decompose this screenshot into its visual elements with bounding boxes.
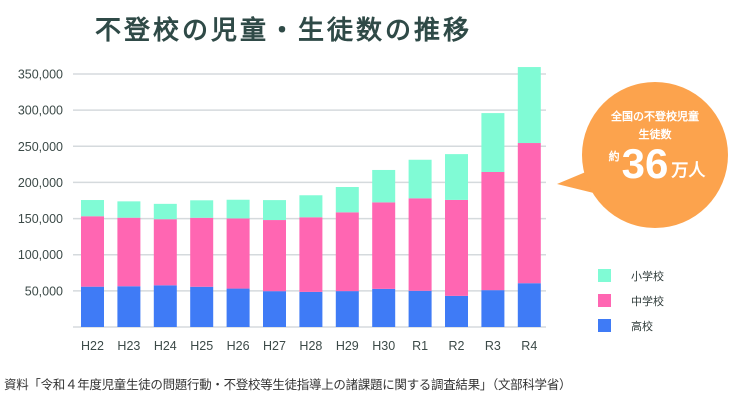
bar-segment [445, 199, 468, 296]
x-tick-label: H23 [117, 339, 140, 353]
bar-segment [481, 290, 505, 327]
bar-segment [263, 291, 286, 327]
x-tick-label: H26 [227, 339, 250, 353]
legend-item-high-school: 高校 [598, 313, 664, 338]
x-tick-label: R2 [449, 339, 465, 353]
bar-segment [481, 171, 505, 291]
x-tick-label: H25 [190, 339, 213, 353]
bar-segment [372, 169, 396, 203]
legend-label: 小学校 [631, 269, 664, 283]
bar-segment [445, 154, 468, 200]
bar-segment [226, 218, 250, 289]
chart-title: 不登校の児童・生徒数の推移 [95, 16, 473, 46]
bar-segment [299, 291, 323, 327]
bar-segment [81, 216, 104, 287]
bar-segment [226, 199, 250, 219]
bar-segment [517, 67, 541, 144]
bar-segment [335, 291, 359, 327]
bar-segment [190, 200, 214, 218]
bar-segment [299, 217, 323, 292]
y-tick-label: 350,000 [18, 68, 63, 82]
callout-bubble [557, 82, 728, 228]
bar-segment [445, 295, 468, 327]
callout-line1: 全国の不登校児童 [611, 110, 699, 123]
bar-segment [517, 143, 541, 284]
bar-segment [263, 200, 286, 221]
legend-item-elementary: 小学校 [598, 263, 664, 288]
legend: 小学校 中学校 高校 [598, 263, 664, 338]
callout-unit: 万人 [671, 161, 706, 181]
y-tick-label: 150,000 [18, 212, 63, 226]
y-tick-label: 250,000 [18, 140, 63, 154]
bar-segment [299, 195, 323, 218]
bar-segment [372, 202, 396, 289]
legend-swatch-elementary [598, 269, 611, 282]
bar-segment [117, 217, 141, 287]
legend-label: 中学校 [631, 294, 664, 308]
stacked-bar-chart: 50,000 100,000 150,000 200,000 250,000 300,00… [18, 67, 728, 353]
x-tick-label: H22 [81, 339, 104, 353]
bar-segment [81, 286, 104, 327]
bar-segment [81, 200, 104, 217]
bar-segment [153, 219, 177, 286]
x-tick-label: H24 [154, 339, 177, 353]
bar-segment [335, 187, 359, 213]
y-tick-label: 100,000 [18, 248, 63, 262]
x-tick-label: H28 [299, 339, 322, 353]
bar-segment [226, 288, 250, 327]
bar-segment [517, 283, 541, 327]
bar-segment [408, 198, 432, 291]
bar-segment [117, 286, 141, 327]
bar-segment [190, 286, 214, 327]
x-tick-label: H27 [263, 339, 286, 353]
legend-item-junior-high: 中学校 [598, 288, 664, 313]
bar-segment [335, 212, 359, 292]
bar-segment [372, 288, 396, 327]
bar-segment [408, 290, 432, 327]
callout-circle [582, 82, 728, 228]
bar-segment [481, 113, 505, 172]
bar-segment [190, 217, 214, 287]
bar-segment [408, 159, 432, 199]
legend-swatch-junior-high [598, 294, 611, 307]
y-tick-label: 300,000 [18, 104, 63, 118]
y-tick-label: 50,000 [25, 284, 63, 298]
source-note: 資料「令和４年度児童生徒の問題行動・不登校等生徒指導上の諸課題に関する調査結果」… [4, 377, 572, 392]
x-tick-label: H29 [336, 339, 359, 353]
callout-figure: 約 36 万人 [592, 142, 722, 186]
y-tick-label: 200,000 [18, 176, 63, 190]
x-tick-label: R4 [521, 339, 537, 353]
callout-number: 36 [621, 140, 669, 187]
bar-segment [153, 285, 177, 327]
bar-segment [117, 201, 141, 218]
bar-segment [263, 220, 286, 292]
x-tick-label: R1 [412, 339, 428, 353]
callout-line2: 生徒数 [638, 128, 672, 141]
x-tick-label: H30 [372, 339, 395, 353]
x-tick-label: R3 [485, 339, 501, 353]
callout-prefix: 約 [608, 150, 620, 163]
legend-label: 高校 [631, 319, 653, 333]
legend-swatch-high-school [598, 319, 611, 332]
bar-segment [153, 203, 177, 220]
